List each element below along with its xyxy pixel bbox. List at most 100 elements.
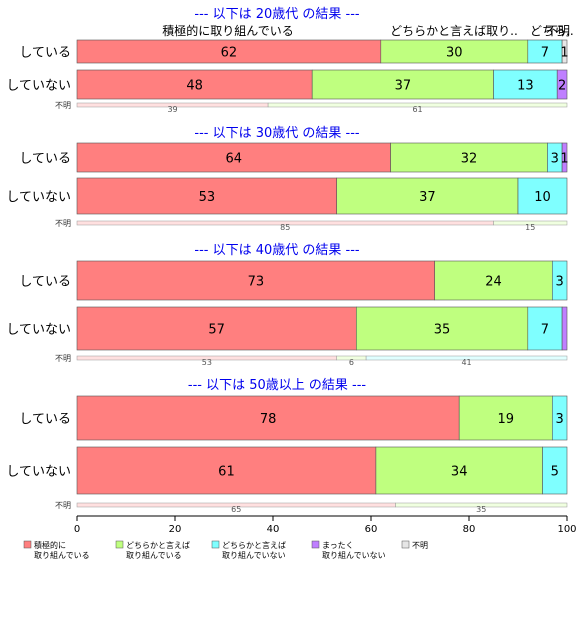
legend-label: 不明 [412, 541, 428, 550]
legend-label: 積極的に取り組んでいる [34, 540, 90, 560]
panel-title: --- 以下は 50歳以上 の結果 --- [188, 378, 367, 393]
x-tick-label: 20 [169, 524, 182, 535]
data-label: 7 [541, 46, 549, 61]
bar-segment [76, 306, 357, 351]
x-tick-label: 0 [74, 524, 80, 535]
unknown-label: 6 [349, 358, 354, 367]
row-label: していない [6, 465, 71, 480]
bar-segment [76, 142, 391, 173]
unknown-label: 85 [280, 223, 290, 232]
data-label: 30 [446, 46, 463, 61]
data-label: 3 [556, 275, 564, 290]
bar-segment [542, 446, 568, 495]
unknown-label: 65 [231, 505, 241, 514]
legend-label-line: 取り組んでいない [322, 550, 386, 560]
data-label: 19 [497, 412, 514, 427]
category-label: 不明 [546, 24, 570, 38]
bar-segment [458, 395, 553, 441]
legend-label: まったく取り組んでいない [322, 541, 386, 560]
data-label: 10 [534, 190, 551, 205]
legend-label-line: まったく [322, 541, 354, 550]
panel-title: --- 以下は 40歳代 の結果 --- [194, 243, 360, 258]
unknown-label: 53 [202, 358, 212, 367]
panel-title: --- 以下は 30歳代 の結果 --- [194, 126, 360, 141]
unknown-row-label: 不明 [55, 354, 71, 363]
unknown-label: 15 [525, 223, 535, 232]
x-tick-label: 100 [557, 524, 576, 535]
bar-segment [561, 39, 568, 64]
data-label: 24 [485, 275, 502, 290]
legend-label-line: 取り組んでいない [222, 550, 286, 560]
bar-segment [527, 306, 563, 351]
bar-segment [551, 395, 568, 441]
row-label: していない [6, 323, 71, 338]
bar-segment [375, 446, 543, 495]
data-label: 61 [218, 465, 235, 480]
panel-title: --- 以下は 20歳代 の結果 --- [194, 7, 360, 22]
bar-segment [390, 142, 548, 173]
x-tick-label: 60 [365, 524, 378, 535]
row-label: している [19, 275, 71, 290]
legend-label-line: 積極的に [34, 540, 66, 550]
bar-segment [76, 177, 338, 215]
data-label: 13 [517, 79, 534, 94]
bar-segment [561, 142, 568, 173]
data-label: 48 [186, 79, 203, 94]
legend-swatch [401, 540, 410, 549]
unknown-segment [267, 102, 568, 108]
row-label: している [19, 46, 71, 61]
x-tick-label: 40 [267, 524, 280, 535]
bar-segment [336, 177, 519, 215]
unknown-row-label: 不明 [55, 219, 71, 228]
data-label: 37 [395, 79, 412, 94]
legend-label-line: どちらかと言えば [222, 540, 286, 550]
data-label: 5 [551, 465, 559, 480]
category-label: どちら.. [530, 24, 574, 38]
legend-label: どちらかと言えば取り組んでいる [126, 540, 190, 560]
data-label: 62 [221, 46, 238, 61]
x-tick-label: 80 [463, 524, 476, 535]
category-label: どちらかと言えば取り.. [390, 24, 518, 38]
legend-swatch [211, 540, 220, 549]
unknown-label: 61 [412, 105, 422, 114]
bar-segment [355, 306, 529, 351]
unknown-label: 35 [476, 505, 486, 514]
data-label: 37 [419, 190, 436, 205]
category-label: 積極的に取り組んでいる [162, 23, 293, 38]
unknown-segment [493, 220, 568, 226]
legend-swatch [311, 540, 320, 549]
data-label: 34 [451, 465, 468, 480]
legend-label: どちらかと言えば取り組んでいない [222, 540, 286, 560]
legend-swatch [115, 540, 124, 549]
data-label: 64 [226, 152, 243, 167]
row-label: している [19, 152, 71, 167]
data-label: 78 [260, 412, 277, 427]
unknown-row-label: 不明 [55, 501, 71, 510]
data-label: 35 [434, 323, 451, 338]
data-label: 7 [541, 323, 549, 338]
unknown-row-label: 不明 [55, 101, 71, 110]
unknown-label: 39 [167, 105, 177, 114]
row-label: していない [6, 79, 71, 94]
legend-label-line: どちらかと言えば [126, 540, 190, 550]
data-label: 57 [208, 323, 225, 338]
row-label: している [19, 412, 71, 427]
data-label: 73 [248, 275, 265, 290]
bar-segment [76, 260, 436, 301]
bar-segment [517, 177, 568, 215]
row-label: していない [6, 190, 71, 205]
bar-segment [556, 69, 568, 100]
legend-swatch [23, 540, 32, 549]
data-label: 32 [461, 152, 478, 167]
data-label: 53 [199, 190, 216, 205]
legend-label-line: 取り組んでいる [34, 550, 90, 560]
legend-label-line: 不明 [412, 541, 428, 550]
bar-segment [434, 260, 553, 301]
bar-segment [551, 260, 568, 301]
data-label: 3 [556, 412, 564, 427]
unknown-label: 41 [461, 358, 471, 367]
unknown-segment [395, 502, 568, 508]
bar-segment [561, 306, 568, 351]
